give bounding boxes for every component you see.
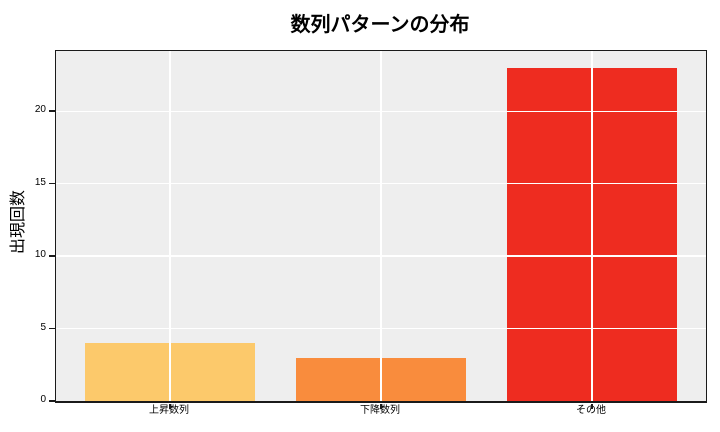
x-tick-mark-0 — [169, 404, 171, 409]
gridline-x-0 — [169, 51, 171, 401]
y-tick-label-0: 0 — [40, 394, 46, 405]
y-tick-mark-10 — [49, 255, 55, 257]
x-tick-label-0: 上昇数列 — [149, 405, 189, 416]
y-tick-mark-20 — [49, 110, 55, 112]
y-tick-label-20: 20 — [34, 104, 46, 116]
x-tick-mark-2 — [591, 404, 593, 409]
x-tick-label-2: その他 — [575, 405, 606, 416]
gridline-x-2 — [591, 51, 593, 401]
gridline-x-1 — [380, 51, 382, 401]
y-axis-label: 出現回数 — [10, 189, 27, 255]
chart-title: 数列パターンの分布 — [290, 14, 470, 36]
x-tick-label-1: 下降数列 — [360, 405, 400, 416]
y-tick-label-5: 5 — [40, 321, 46, 333]
plot-area — [49, 50, 707, 409]
y-tick-mark-5 — [49, 327, 55, 330]
y-tick-label-15: 15 — [34, 176, 46, 188]
x-tick-mark-1 — [380, 404, 382, 409]
y-tick-mark-0 — [49, 400, 55, 402]
y-tick-label-10: 10 — [34, 249, 46, 261]
y-tick-mark-15 — [49, 182, 55, 185]
